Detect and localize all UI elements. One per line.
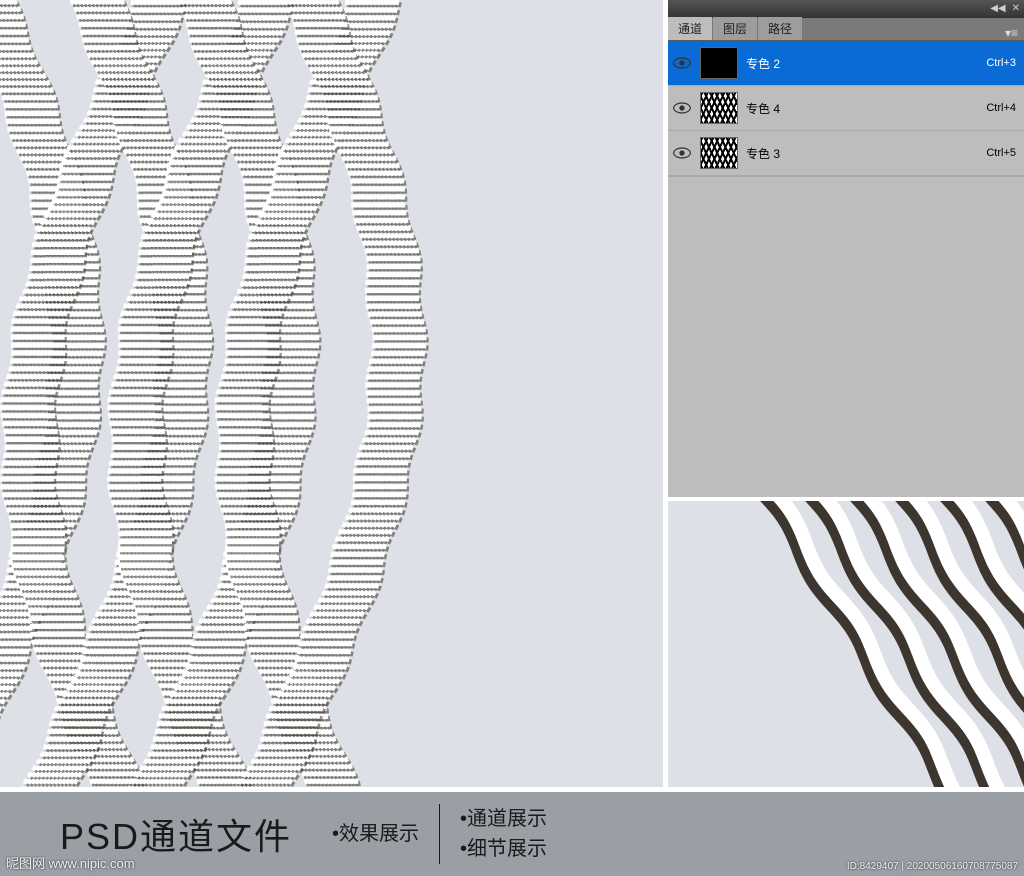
footer-channel-display: •通道展示	[460, 804, 547, 834]
channel-label: 专色 3	[746, 145, 978, 162]
panel-menu-icon[interactable]: ▾≡	[999, 26, 1024, 40]
channel-row[interactable]: 专色 2 Ctrl+3	[668, 41, 1024, 86]
image-meta: ID:8429407 | 20200506160708775087	[847, 861, 1018, 872]
footer-detail-display: •细节展示	[460, 834, 547, 864]
channel-label: 专色 2	[746, 55, 978, 72]
channel-shortcut: Ctrl+3	[986, 57, 1016, 69]
channel-shortcut: Ctrl+5	[986, 147, 1016, 159]
watermark: 昵图网 www.nipic.com	[6, 853, 135, 872]
panel-tabs: 通道 图层 路径 ▾≡	[668, 18, 1024, 41]
visibility-eye-icon[interactable]	[672, 101, 692, 115]
footer-col-right: •通道展示 •细节展示	[460, 804, 547, 864]
effect-preview	[0, 0, 663, 787]
channel-row[interactable]: 专色 4 Ctrl+4	[668, 86, 1024, 131]
visibility-eye-icon[interactable]	[672, 146, 692, 160]
detail-preview	[668, 497, 1024, 787]
channel-thumbnail[interactable]	[700, 92, 738, 124]
channel-row[interactable]: 专色 3 Ctrl+5	[668, 131, 1024, 176]
tab-paths[interactable]: 路径	[758, 17, 802, 40]
tab-layers[interactable]: 图层	[713, 17, 757, 40]
panel-titlebar: ◀◀ ✕	[668, 0, 1024, 18]
tab-channels[interactable]: 通道	[668, 17, 712, 40]
channel-list: 专色 2 Ctrl+3 专色 4 Ctrl+4 专色 3 Ctrl+5	[668, 41, 1024, 176]
close-icon[interactable]: ✕	[1012, 4, 1020, 14]
channel-shortcut: Ctrl+4	[986, 102, 1016, 114]
wave-pattern-svg	[0, 0, 663, 787]
channel-thumbnail[interactable]	[700, 137, 738, 169]
visibility-eye-icon[interactable]	[672, 56, 692, 70]
panel-empty-area	[668, 176, 1024, 497]
right-column: ◀◀ ✕ 通道 图层 路径 ▾≡ 专色 2Ctrl+3专色 4Ctrl+4专色 …	[668, 0, 1024, 787]
detail-svg	[668, 501, 1024, 787]
channel-label: 专色 4	[746, 100, 978, 117]
footer-col-effect: •效果展示	[332, 819, 419, 849]
collapse-icon[interactable]: ◀◀	[990, 4, 1005, 14]
channel-thumbnail[interactable]	[700, 47, 738, 79]
footer-divider	[439, 804, 440, 864]
